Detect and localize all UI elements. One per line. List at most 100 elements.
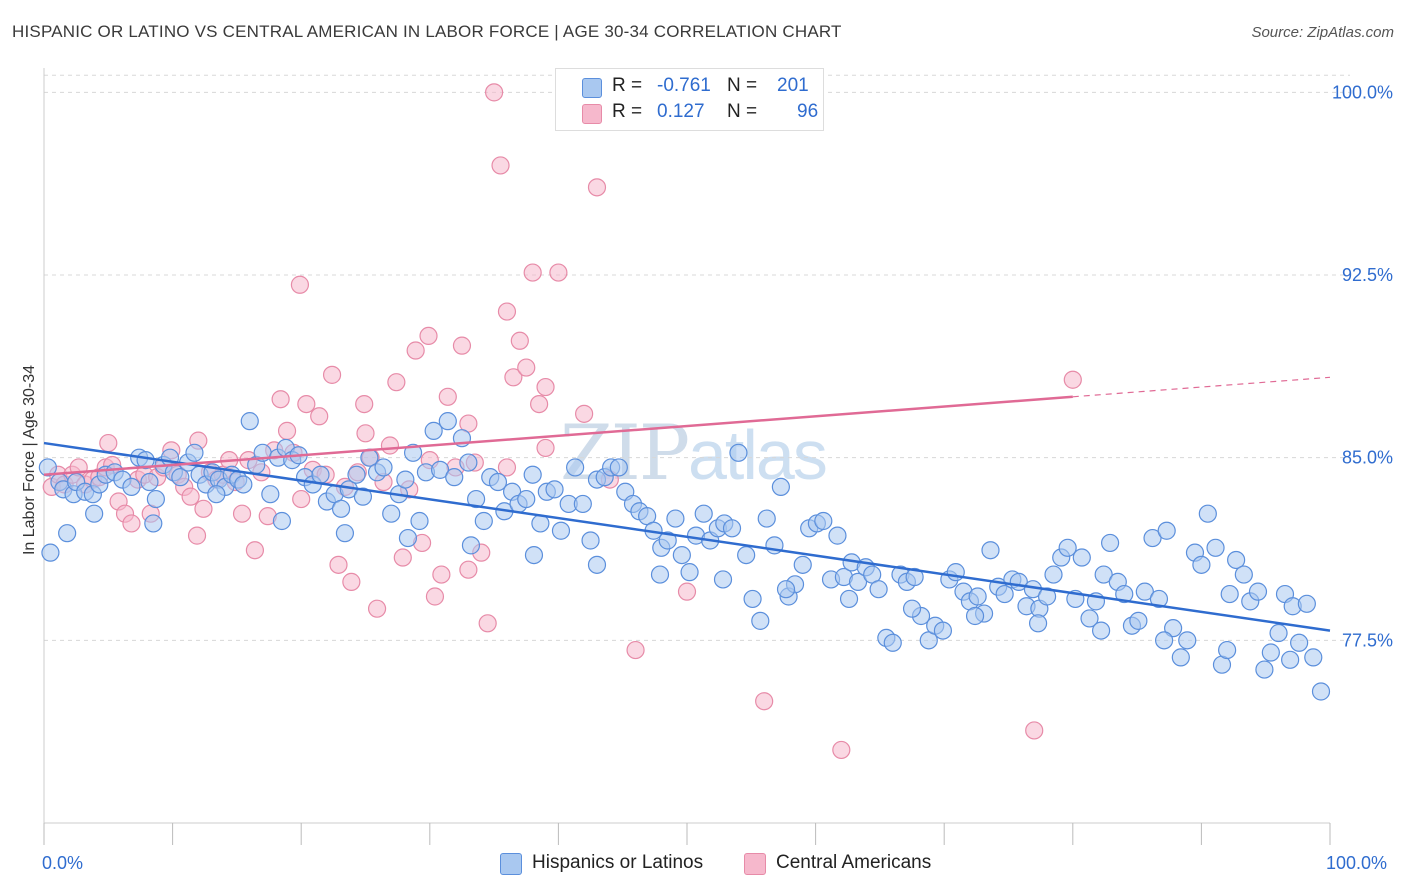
hispanics-point (517, 489, 536, 509)
hispanics-point (1072, 548, 1091, 567)
hispanics-point (398, 528, 418, 548)
hispanics-point (396, 470, 415, 489)
central-americans-point (181, 487, 200, 506)
hispanics-point (666, 509, 685, 528)
hispanics-point (1269, 623, 1288, 643)
trend-lines (43, 376, 1331, 632)
hispanics-point (883, 633, 902, 652)
hispanics-point (207, 485, 226, 504)
hispanics-point (347, 465, 366, 484)
hispanics-point (459, 453, 478, 472)
central-americans-point (587, 178, 607, 197)
hispanics-point (650, 565, 670, 584)
hispanics-point (1311, 682, 1331, 701)
hispanics-point (545, 480, 564, 499)
hispanics-point (261, 485, 280, 504)
hispanics-point (461, 536, 481, 555)
y-tick-labels: 77.5% 85.0% 92.5% 100.0% (1332, 82, 1393, 650)
legend-r-value: -0.761 (657, 75, 711, 96)
hispanics-point (85, 504, 104, 523)
hispanics-point (410, 511, 429, 531)
central-americans-point (485, 83, 504, 102)
hispanics-point (814, 511, 833, 531)
hispanics-point (382, 504, 401, 523)
central-americans-points (42, 83, 1082, 760)
central-americans-point (626, 640, 645, 660)
central-americans-point (292, 489, 311, 509)
central-americans-point (504, 368, 523, 387)
hispanics-point (573, 494, 592, 514)
hispanics-point (905, 567, 924, 587)
grid-lines (44, 74, 1350, 641)
hispanics-point (1091, 621, 1111, 640)
hispanics-point (581, 531, 600, 550)
central-americans-point (536, 377, 555, 397)
hispanics-point (403, 443, 423, 462)
hispanics-point (1297, 594, 1316, 613)
central-americans-point (832, 740, 851, 760)
hispanics-point (1094, 565, 1113, 584)
hispanics-point (38, 458, 57, 477)
legend-r-label: R = (612, 101, 643, 122)
hispanics-point (1115, 584, 1134, 604)
hispanics-point (848, 572, 868, 591)
central-americans-point (310, 407, 329, 426)
central-americans-point (491, 156, 510, 175)
hispanics-point (331, 499, 351, 518)
hispanics-point (1129, 611, 1148, 630)
hispanics-point (1028, 614, 1048, 633)
central-americans-point (322, 365, 342, 384)
hispanics-point (353, 487, 373, 506)
hispanics-point (672, 545, 691, 565)
hispanics-point (1234, 565, 1253, 584)
hispanics-point (272, 511, 292, 531)
hispanics-point (1304, 648, 1323, 667)
central-americans-point (438, 387, 457, 406)
hispanics-point (1080, 609, 1099, 628)
central-americans-point (677, 582, 697, 601)
hispanics-point (776, 580, 796, 599)
legend-r-label: R = (612, 75, 643, 96)
central-americans-point (355, 394, 374, 414)
central-americans-point (536, 438, 555, 458)
y-tick-label: 85.0% (1342, 448, 1393, 468)
central-americans-point (290, 275, 310, 294)
hispanics-point (1178, 631, 1197, 650)
hispanics-point (1155, 631, 1174, 650)
hispanics-point (445, 468, 464, 487)
hispanics-point (424, 421, 443, 440)
hispanics-point (474, 511, 493, 531)
central-americans-point (432, 565, 451, 584)
hispanics-point (1192, 555, 1211, 574)
hispanics-point (438, 412, 457, 431)
central-americans-point (342, 572, 361, 591)
central-americans-point (329, 555, 348, 574)
central-americans-point (497, 458, 517, 477)
hispanics-point (523, 465, 542, 484)
hispanics-point (234, 475, 253, 494)
hispanics-point (1255, 660, 1274, 679)
hispanics-point (240, 412, 259, 431)
hispanics-point (1218, 640, 1237, 660)
hispanics-point (658, 531, 677, 550)
central-americans-point (356, 424, 375, 443)
legend-n-label: N = (727, 101, 758, 122)
central-americans-point (497, 302, 517, 321)
central-americans-point (459, 560, 478, 579)
hispanics-point (1171, 648, 1190, 667)
central-americans-point (755, 692, 774, 711)
hispanics-point (965, 606, 985, 626)
hispanics-point (185, 443, 204, 462)
source-credit: Source: ZipAtlas.com (1251, 24, 1394, 41)
watermark-zip: ZIP (560, 408, 690, 497)
bottom-legend-swatch-pink (744, 853, 766, 875)
watermark-atlas: atlas (687, 416, 828, 494)
hispanics-point (335, 524, 355, 543)
legend-n-label: N = (727, 75, 758, 96)
central-americans-point (245, 541, 265, 560)
hispanics-point (722, 519, 742, 538)
hispanics-point (609, 458, 628, 477)
hispanics-point (757, 509, 776, 528)
bottom-legend-label: Hispanics or Latinos (532, 852, 704, 873)
hispanics-point (1248, 582, 1268, 601)
